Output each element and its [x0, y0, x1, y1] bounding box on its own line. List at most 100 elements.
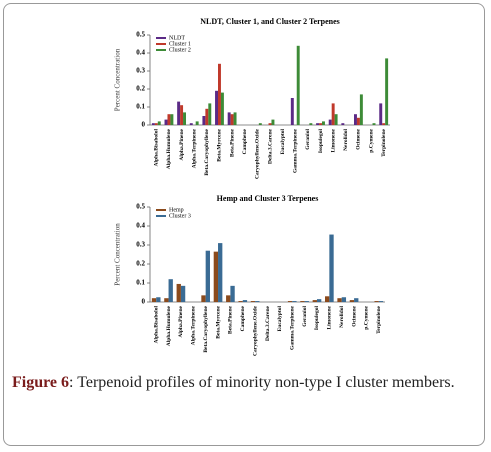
x-tick-label: Eucalyptol [277, 306, 283, 332]
x-tick-label: Limonene [330, 128, 336, 152]
x-tick-label: Alpha.Bisabolol [154, 129, 160, 167]
legend-label: NLDT [169, 35, 185, 41]
bar [183, 112, 186, 125]
bar [374, 301, 379, 302]
x-tick-label: Delta.3.Carene [267, 128, 273, 164]
x-tick-label: Alpha.Terpinene [191, 128, 197, 168]
bar [177, 101, 181, 125]
x-tick-label: Alpha.Humulene [166, 128, 172, 169]
bar [201, 295, 206, 302]
x-tick-label: p.Cymene [364, 305, 370, 329]
bar [157, 121, 161, 125]
bar [385, 58, 389, 125]
bar [167, 114, 171, 125]
y-tick-label: 0.1 [136, 279, 145, 287]
bar [378, 301, 384, 302]
bar [312, 300, 317, 302]
x-tick-label: Ocimene [351, 305, 357, 326]
figure-frame [3, 3, 485, 446]
x-tick-label: Beta.Caryophyllene [203, 305, 209, 352]
bar [316, 299, 322, 302]
bar [379, 103, 383, 125]
y-axis-label: Percent Concentration [114, 48, 122, 111]
bar [372, 123, 376, 125]
bar [341, 123, 345, 125]
legend-label: Cluster 1 [169, 41, 191, 47]
caption-text: : Terpenoid profiles of minority non-typ… [69, 374, 455, 391]
bar [218, 243, 223, 302]
bar [154, 123, 158, 125]
bar [359, 94, 363, 125]
caption-label: Figure 6 [12, 374, 70, 391]
bar [220, 92, 224, 125]
bar [168, 279, 173, 302]
y-tick-label: 0.2 [136, 260, 145, 268]
bar [382, 123, 386, 125]
bar [329, 234, 334, 302]
x-tick-label: Caryophyllene.Oxide [252, 305, 258, 356]
y-tick-label: 0 [142, 298, 146, 306]
bar [230, 114, 234, 125]
bar [227, 112, 231, 125]
x-tick-label: Nerolidol [343, 129, 349, 151]
legend-label: Hemp [169, 207, 184, 213]
bar [250, 301, 256, 302]
bar [331, 103, 335, 125]
bar [226, 295, 231, 302]
bar [271, 119, 275, 125]
bar [337, 298, 342, 302]
bar [151, 123, 155, 125]
x-tick-label: Terpinolene [381, 128, 387, 156]
bar [213, 251, 219, 302]
x-tick-label: Gamma.Terpinene [290, 305, 296, 350]
bar [242, 300, 248, 302]
y-tick-label: 0.5 [136, 203, 145, 211]
chart-title: NLDT, Cluster 1, and Cluster 2 Terpenes [200, 17, 340, 26]
x-tick-label: Gamma.Terpinene [293, 128, 299, 173]
legend-label: Cluster 3 [169, 213, 191, 219]
x-tick-label: p.Cymene [368, 128, 374, 152]
x-tick-label: Terpinolene [376, 305, 382, 333]
bar [341, 297, 347, 302]
x-tick-label: Geraniol [302, 306, 308, 327]
bar [164, 119, 168, 125]
bar [287, 301, 293, 302]
bar [230, 285, 235, 302]
bar [334, 114, 338, 125]
bar [296, 45, 300, 125]
y-tick-label: 0.5 [136, 31, 145, 39]
y-tick-label: 0.4 [136, 222, 145, 230]
y-tick-label: 0 [142, 121, 146, 129]
bar [164, 298, 169, 302]
x-tick-label: Camphene [242, 128, 248, 154]
bar [205, 108, 209, 125]
bar [316, 123, 320, 125]
x-tick-label: Caryophyllene.Oxide [255, 128, 261, 179]
x-tick-label: Isopulegol [318, 129, 324, 154]
bar [258, 123, 262, 125]
legend-label: Cluster 2 [169, 47, 191, 53]
bar [356, 117, 360, 125]
bar [215, 90, 218, 125]
x-tick-label: Eucalyptol [280, 129, 286, 155]
figure: NLDT, Cluster 1, and Cluster 2 Terpenes P… [114, 17, 390, 356]
y-axis-label: Percent Concentration [114, 223, 122, 286]
bar [304, 301, 309, 302]
y-tick-label: 0.4 [136, 49, 145, 57]
bar [238, 301, 243, 302]
x-tick-label: Nerolidol [339, 306, 345, 328]
x-tick-label: Alpha.Pinene [179, 128, 185, 160]
bar [290, 98, 294, 125]
x-tick-label: Ocimene [356, 128, 362, 149]
bar [151, 298, 157, 302]
bar [322, 121, 325, 125]
bar [180, 285, 186, 302]
bar [349, 300, 355, 302]
bar [268, 123, 272, 125]
bar [208, 103, 212, 125]
chart-title: Hemp and Cluster 3 Terpenes [217, 194, 319, 203]
bar [202, 116, 206, 125]
x-tick-label: Beta.Pinene [228, 305, 234, 334]
x-tick-label: Alpha.Terpinene [191, 305, 197, 345]
bar [205, 250, 210, 302]
